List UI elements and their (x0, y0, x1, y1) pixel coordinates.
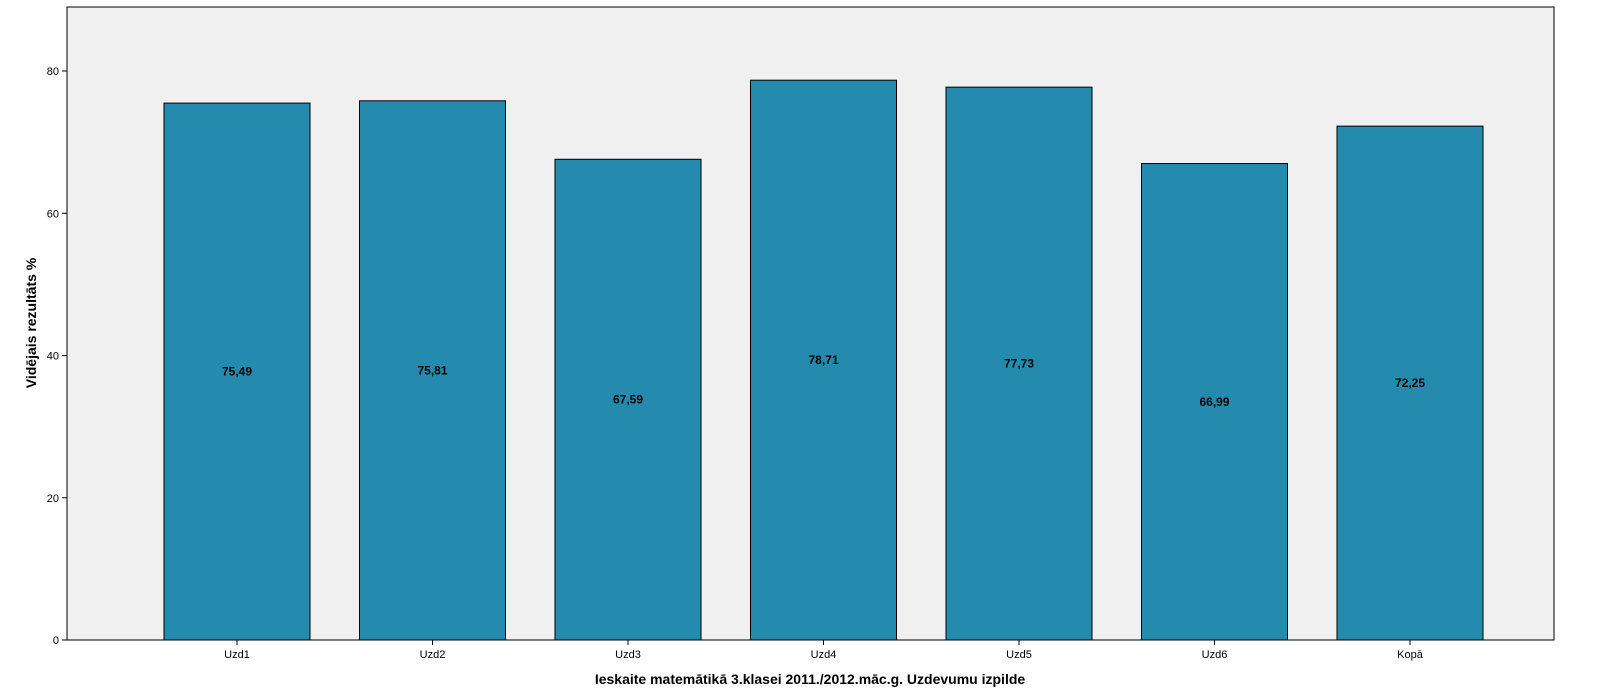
y-tick-label: 40 (47, 351, 59, 363)
bar-uzd3 (554, 158, 702, 641)
bar-uzd6 (1141, 163, 1288, 641)
y-tick-label: 0 (53, 635, 59, 647)
bar-value-label: 77,73 (1004, 357, 1034, 371)
x-tick-label: Uzd3 (615, 649, 641, 661)
x-tick-label: Uzd2 (420, 649, 446, 661)
bar-uzd2 (359, 100, 506, 641)
bar-value-label: 72,25 (1395, 376, 1425, 390)
y-tick-label: 80 (47, 66, 59, 78)
x-axis-title: Ieskaite matemātikā 3.klasei 2011./2012.… (595, 671, 1026, 687)
bar-uzd4 (750, 79, 897, 641)
y-tick-label: 20 (47, 493, 59, 505)
x-tick-label: Uzd4 (811, 649, 837, 661)
x-tick-label: Uzd1 (224, 649, 250, 661)
bar-value-label: 67,59 (613, 393, 643, 407)
bar-value-label: 75,49 (222, 365, 252, 379)
bar-value-label: 66,99 (1199, 395, 1229, 409)
bar-uzd5 (945, 86, 1093, 641)
y-axis-title: Vidējais rezultāts % (23, 257, 39, 388)
bar-value-label: 75,81 (417, 363, 447, 377)
bar-value-label: 78,71 (808, 353, 838, 367)
x-tick-label: Kopā (1397, 649, 1424, 661)
bar-uzd1 (163, 102, 311, 641)
bar-kopā (1336, 125, 1484, 641)
x-tick-label: Uzd6 (1202, 649, 1228, 661)
x-tick-label: Uzd5 (1006, 649, 1032, 661)
y-tick-label: 60 (47, 208, 59, 220)
